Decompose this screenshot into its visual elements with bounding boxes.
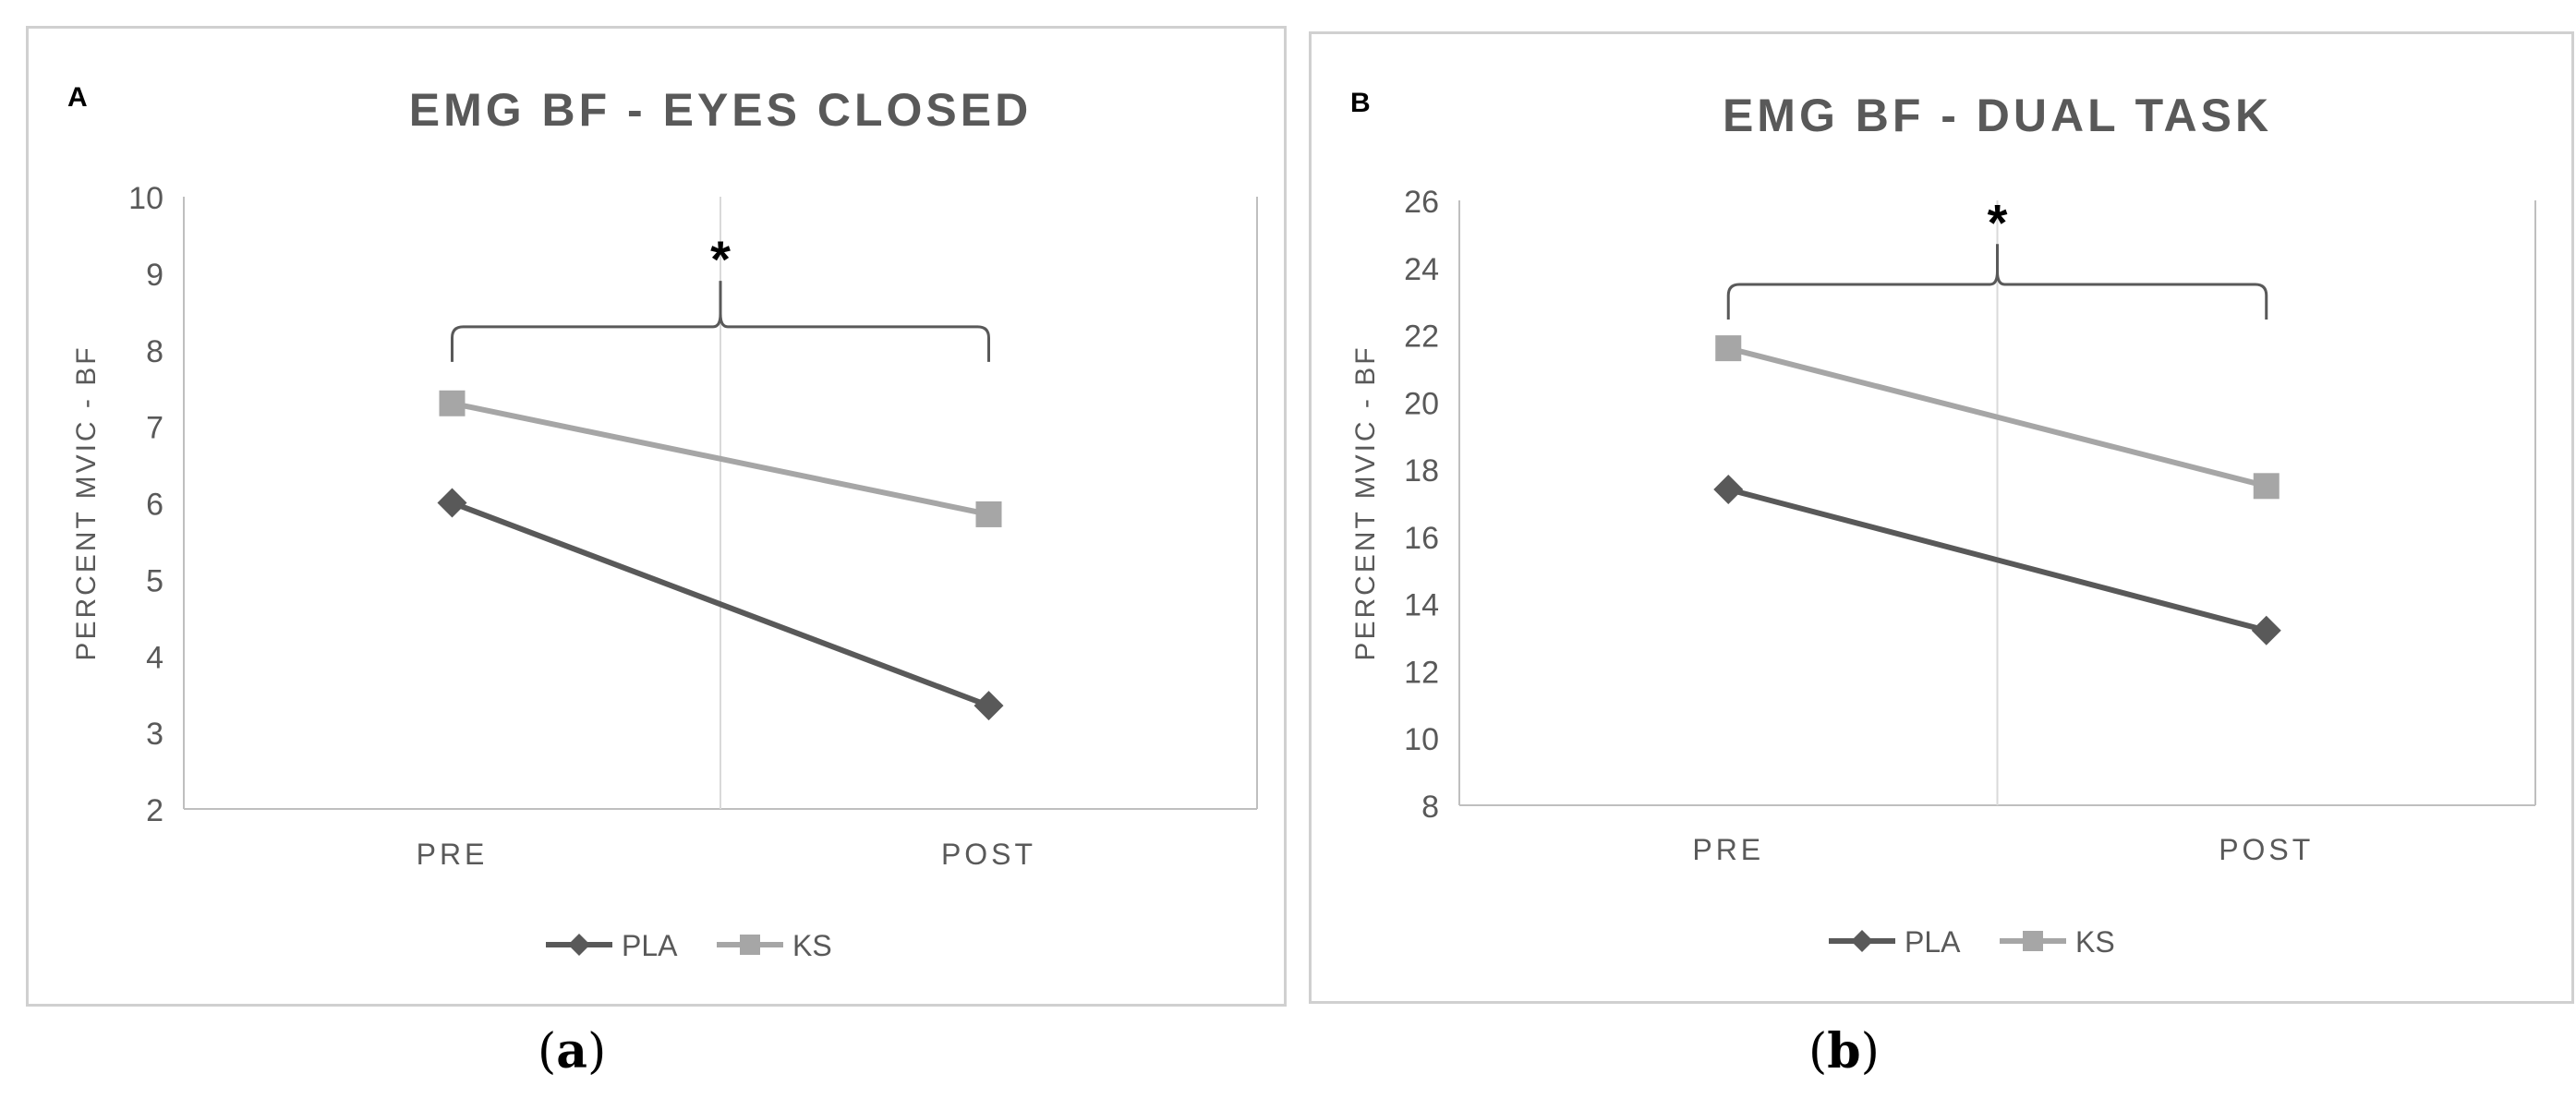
legend-label-pla: PLA [1905, 925, 1961, 959]
legend-label-ks: KS [2075, 925, 2115, 959]
y-tick-label: 2 [146, 793, 163, 828]
y-tick-label: 7 [146, 411, 163, 446]
y-axis-label: PERCENT MVIC - BF [1350, 344, 1381, 660]
y-tick-label: 14 [1404, 588, 1439, 623]
y-tick-label: 20 [1404, 386, 1439, 421]
panel-label: A [67, 82, 88, 113]
significance-bracket [1726, 244, 2268, 320]
caption-a: (a) [538, 1023, 607, 1080]
series-line-pla [451, 500, 990, 708]
legend-marker-pla [1851, 930, 1873, 952]
x-tick-label: PRE [417, 838, 489, 871]
data-point-pla [974, 691, 1004, 721]
significance-star: * [1988, 193, 2008, 251]
series-line-ks [1727, 345, 2268, 489]
data-point-pla [2251, 615, 2281, 645]
chart-panel-b: B EMG BF - DUAL TASK 8 10 12 14 16 18 20 22 24 26 PE… [1309, 31, 2574, 1004]
significance-bracket [451, 281, 990, 362]
legend-label-ks: KS [792, 929, 832, 962]
y-tick-label: 12 [1404, 655, 1439, 690]
legend-marker-pla [568, 934, 590, 956]
y-tick-label: 5 [146, 563, 163, 598]
legend-marker-ks [2023, 931, 2043, 951]
x-tick-label: POST [2219, 833, 2314, 866]
y-tick-label: 24 [1404, 252, 1439, 287]
y-tick-label: 22 [1404, 320, 1439, 355]
y-tick-label: 6 [146, 488, 163, 523]
y-tick-label: 4 [146, 640, 163, 675]
y-tick-label: 10 [1404, 722, 1439, 757]
chart-a-svg: A EMG BF - EYES CLOSED 2 3 4 5 6 7 8 9 10 PERCENT M… [67, 82, 1258, 962]
y-tick-label: 26 [1404, 185, 1439, 220]
legend-marker-ks [740, 935, 760, 955]
chart-title: EMG BF - DUAL TASK [1723, 90, 2272, 141]
y-tick-label: 16 [1404, 521, 1439, 556]
series-line-ks [451, 400, 990, 517]
data-point-ks [975, 501, 1002, 527]
chart-title: EMG BF - EYES CLOSED [409, 84, 1033, 136]
data-point-pla [437, 488, 467, 518]
data-point-pla [1713, 474, 1744, 504]
y-tick-label: 8 [1421, 790, 1439, 825]
y-tick-label: 3 [146, 717, 163, 752]
y-tick-label: 10 [128, 181, 163, 216]
x-tick-label: POST [941, 838, 1036, 871]
y-axis-label: PERCENT MVIC - BF [71, 344, 102, 660]
data-point-ks [2253, 473, 2280, 500]
chart-panel-a: A EMG BF - EYES CLOSED 2 3 4 5 6 7 8 9 10 PERCENT M… [26, 26, 1287, 1007]
data-point-ks [1715, 335, 1742, 362]
data-point-ks [439, 390, 466, 416]
significance-star: * [710, 230, 731, 288]
x-tick-label: PRE [1692, 833, 1764, 866]
y-tick-label: 8 [146, 334, 163, 369]
panel-label: B [1350, 88, 1371, 118]
y-tick-label: 9 [146, 258, 163, 293]
caption-b: (b) [1808, 1023, 1880, 1080]
chart-b-svg: B EMG BF - DUAL TASK 8 10 12 14 16 18 20 22 24 26 PE… [1350, 88, 2536, 959]
y-tick-label: 18 [1404, 453, 1439, 489]
legend-label-pla: PLA [622, 929, 678, 962]
series-line-pla [1727, 487, 2268, 633]
